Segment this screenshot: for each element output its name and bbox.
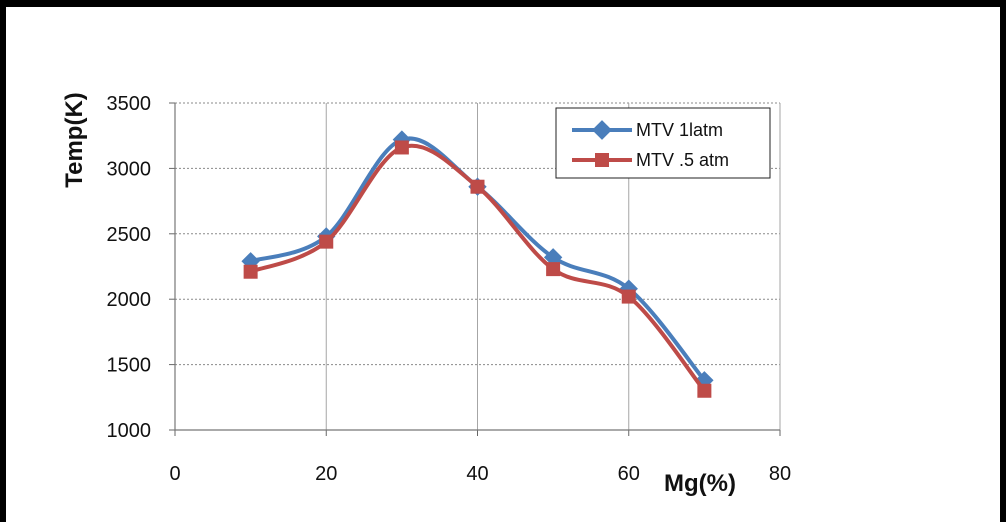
data-point-mtv-5atm xyxy=(319,234,334,249)
x-axis-label: Mg(%) xyxy=(664,470,736,497)
y-tick-label: 3500 xyxy=(107,93,152,115)
data-point-mtv-5atm xyxy=(546,262,561,277)
legend: MTV 1latm MTV .5 atm xyxy=(555,107,771,179)
y-tick-label: 1500 xyxy=(107,355,152,377)
axes xyxy=(169,102,781,436)
y-tick-label: 2500 xyxy=(107,224,152,246)
data-point-mtv-5atm xyxy=(394,140,409,155)
data-point-mtv-5atm xyxy=(470,179,485,194)
series-layer xyxy=(241,130,714,398)
data-point-mtv-1latm xyxy=(543,248,563,267)
legend-marker-mtv-5atm xyxy=(595,153,609,167)
legend-label-mtv-5atm: MTV .5 atm xyxy=(636,150,729,170)
y-axis-label: Temp(K) xyxy=(61,92,88,188)
x-tick-label: 0 xyxy=(169,463,180,485)
data-point-mtv-5atm xyxy=(621,289,636,304)
x-tick-label: 60 xyxy=(618,463,640,485)
tick-labels: 1000 1500 2000 2500 3000 3500 0 20 40 60 80 xyxy=(107,93,792,485)
data-point-mtv-5atm xyxy=(697,383,712,398)
x-tick-label: 80 xyxy=(769,463,791,485)
y-tick-label: 3000 xyxy=(107,158,152,180)
y-tick-label: 1000 xyxy=(107,420,152,442)
data-point-mtv-5atm xyxy=(243,264,258,279)
legend-label-mtv-1latm: MTV 1latm xyxy=(636,120,723,140)
x-tick-label: 40 xyxy=(466,463,488,485)
x-tick-label: 20 xyxy=(315,463,337,485)
y-tick-label: 2000 xyxy=(107,289,152,311)
legend-box xyxy=(555,107,771,179)
